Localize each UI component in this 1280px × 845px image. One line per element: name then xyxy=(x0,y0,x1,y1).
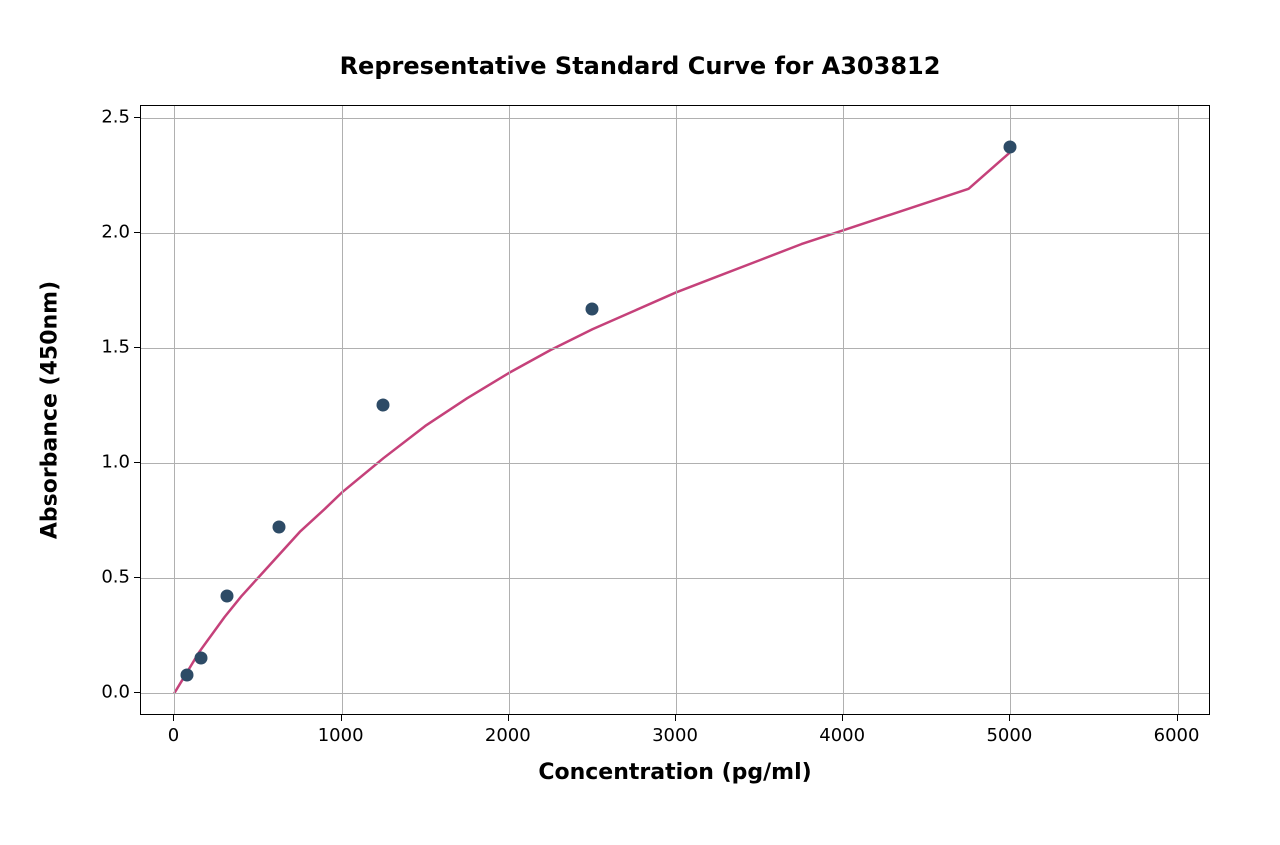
grid-line-vertical xyxy=(1178,106,1179,714)
y-tick-label: 1.5 xyxy=(98,336,130,357)
grid-line-horizontal xyxy=(141,118,1209,119)
y-tick-label: 0.0 xyxy=(98,681,130,702)
grid-line-vertical xyxy=(342,106,343,714)
x-tick xyxy=(1177,715,1178,721)
data-point xyxy=(181,668,194,681)
grid-line-vertical xyxy=(676,106,677,714)
x-tick xyxy=(341,715,342,721)
x-tick-label: 3000 xyxy=(652,725,698,746)
y-tick-label: 2.5 xyxy=(98,106,130,127)
grid-line-vertical xyxy=(1010,106,1011,714)
x-tick xyxy=(173,715,174,721)
grid-line-vertical xyxy=(174,106,175,714)
x-tick-label: 2000 xyxy=(485,725,531,746)
x-tick-label: 0 xyxy=(168,725,179,746)
grid-line-horizontal xyxy=(141,348,1209,349)
grid-line-horizontal xyxy=(141,693,1209,694)
x-tick-label: 6000 xyxy=(1154,725,1200,746)
x-tick xyxy=(675,715,676,721)
x-tick xyxy=(842,715,843,721)
y-tick-label: 1.0 xyxy=(98,451,130,472)
grid-line-horizontal xyxy=(141,578,1209,579)
y-tick xyxy=(134,692,140,693)
chart-container: Representative Standard Curve for A30381… xyxy=(0,0,1280,845)
grid-line-horizontal xyxy=(141,233,1209,234)
y-tick xyxy=(134,347,140,348)
grid-line-vertical xyxy=(509,106,510,714)
data-point xyxy=(586,302,599,315)
data-point xyxy=(220,590,233,603)
chart-title: Representative Standard Curve for A30381… xyxy=(340,52,941,80)
data-point xyxy=(377,399,390,412)
x-axis-label: Concentration (pg/ml) xyxy=(538,760,811,785)
y-tick-label: 0.5 xyxy=(98,566,130,587)
y-tick-label: 2.0 xyxy=(98,221,130,242)
y-tick xyxy=(134,462,140,463)
grid-line-vertical xyxy=(843,106,844,714)
y-tick xyxy=(134,117,140,118)
data-point xyxy=(194,652,207,665)
x-tick-label: 5000 xyxy=(986,725,1032,746)
plot-area xyxy=(140,105,1210,715)
x-tick xyxy=(1009,715,1010,721)
y-tick xyxy=(134,232,140,233)
x-tick xyxy=(508,715,509,721)
data-point xyxy=(1004,141,1017,154)
x-tick-label: 1000 xyxy=(318,725,364,746)
data-point xyxy=(272,521,285,534)
y-tick xyxy=(134,577,140,578)
grid-line-horizontal xyxy=(141,463,1209,464)
x-tick-label: 4000 xyxy=(819,725,865,746)
y-axis-label: Absorbance (450nm) xyxy=(38,281,63,539)
